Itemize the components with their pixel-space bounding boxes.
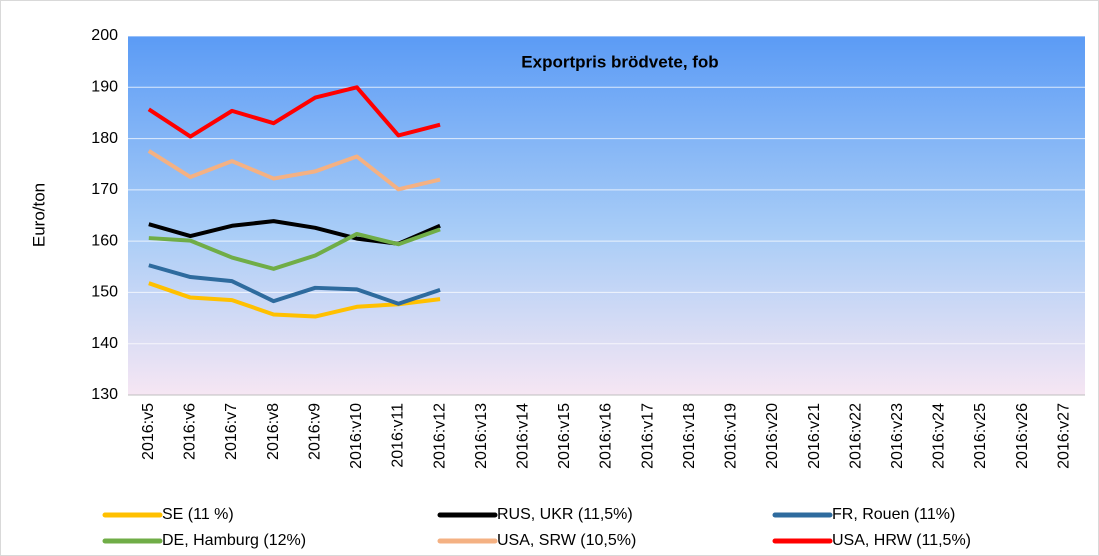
legend-label: USA, HRW (11,5%): [832, 532, 971, 549]
y-tick-label: 160: [91, 232, 118, 249]
legend-label: USA, SRW (10,5%): [497, 532, 636, 549]
legend-label: SE (11 %): [162, 506, 234, 523]
y-tick-label: 130: [91, 386, 118, 403]
y-tick-label: 140: [91, 335, 118, 352]
x-tick-label: 2016:v5: [140, 403, 157, 460]
plot-area: [128, 36, 1085, 395]
x-tick-label: 2016:v24: [931, 403, 948, 469]
x-tick-label: 2016:v7: [223, 403, 240, 460]
x-tick-label: 2016:v6: [182, 403, 199, 460]
legend-label: DE, Hamburg (12%): [162, 532, 306, 549]
series-line: [148, 281, 441, 319]
x-tick-label: 2016:v9: [306, 403, 323, 460]
x-tick-label: 2016:v20: [764, 403, 781, 469]
x-tick-label: 2016:v27: [1055, 403, 1072, 469]
x-tick-label: 2016:v19: [723, 403, 740, 469]
legend-label: RUS, UKR (11,5%): [497, 506, 633, 523]
series-line: [148, 263, 441, 306]
y-tick-label: 190: [91, 79, 118, 96]
x-tick-label: 2016:v21: [806, 403, 823, 469]
x-tick-label: 2016:v15: [556, 403, 573, 469]
y-tick-label: 150: [91, 284, 118, 301]
x-tick-label: 2016:v14: [515, 403, 532, 469]
x-tick-label: 2016:v10: [348, 403, 365, 469]
x-tick-label: 2016:v8: [265, 403, 282, 460]
x-tick-label: 2016:v22: [847, 403, 864, 469]
x-tick-label: 2016:v26: [1014, 403, 1031, 469]
y-axis-label: Euro/ton: [29, 183, 48, 247]
legend-label: FR, Rouen (11%): [832, 506, 955, 523]
series-line: [147, 149, 441, 192]
series-line: [148, 227, 441, 271]
x-tick-label: 2016:v25: [972, 403, 989, 469]
x-tick-label: 2016:v13: [473, 403, 490, 469]
y-tick-label: 200: [91, 27, 118, 44]
x-tick-label: 2016:v12: [431, 403, 448, 469]
chart-title: Exportpris brödvete, fob: [521, 52, 718, 71]
x-tick-label: 2016:v17: [639, 403, 656, 469]
series-line: [147, 85, 441, 139]
x-tick-label: 2016:v11: [390, 403, 407, 468]
x-tick-label: 2016:v18: [681, 403, 698, 469]
y-tick-label: 180: [91, 130, 118, 147]
x-tick-label: 2016:v23: [889, 403, 906, 469]
y-tick-label: 170: [91, 181, 118, 198]
x-tick-label: 2016:v16: [598, 403, 615, 469]
